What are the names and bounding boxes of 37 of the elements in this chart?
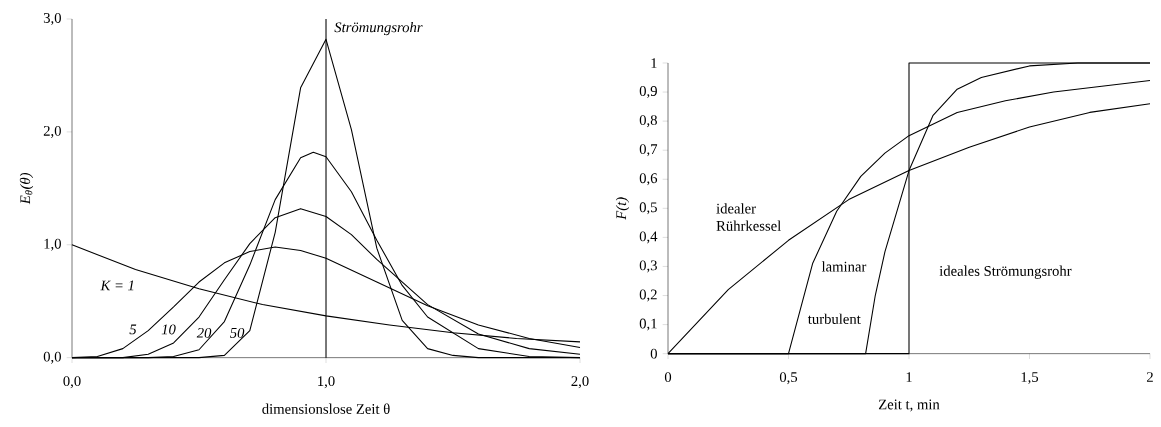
y-tick-label: 0,6 <box>639 173 658 186</box>
y-tick-label: 0,0 <box>43 351 61 364</box>
y-tick-label: 0 <box>650 348 657 359</box>
text: ideales Strömungsrohr <box>939 265 1072 279</box>
series-label: 50 <box>230 327 245 338</box>
y-tick-label: 0,5 <box>639 202 657 215</box>
series-label: laminar <box>821 261 867 272</box>
y-tick-label: 1,0 <box>44 238 61 251</box>
y-tick-label: 0,7 <box>639 144 658 157</box>
x-tick-label: 2 <box>1146 372 1153 382</box>
x-tick-label: 0 <box>664 372 672 383</box>
x-tick-label: 2,0 <box>571 376 589 389</box>
x-tick-label: 0,5 <box>779 372 798 385</box>
y-tick-label: 0,2 <box>639 289 657 302</box>
x-axis-title: Zeit t, min <box>878 399 940 412</box>
x-tick-label: 0,0 <box>63 376 81 389</box>
series-label: 20 <box>196 327 212 338</box>
series-label: idealer Rührkessel <box>716 203 781 231</box>
y-tick-label: 0,8 <box>639 115 657 128</box>
series-label: 5 <box>129 324 137 335</box>
x-axis-title: dimensionslose Zeit θ <box>262 403 390 414</box>
y-tick-label: 3,0 <box>43 13 61 25</box>
y-tick-label: 0,3 <box>639 260 657 273</box>
x-tick-label: 1,0 <box>318 376 335 389</box>
y-axis-title: F(t) <box>615 197 630 220</box>
x-tick-label: 1,5 <box>1021 372 1039 385</box>
series-label: turbulent <box>807 313 861 324</box>
y-axis-title: E$_{θ}$(θ) <box>19 172 34 205</box>
x-tick-label: 1 <box>906 372 912 382</box>
y-tick-label: 1 <box>651 58 657 68</box>
y-tick-label: 0,4 <box>639 231 658 244</box>
ref-line-label: Strömungsrohr <box>334 21 423 36</box>
series-label: K = 1 <box>100 280 134 291</box>
y-tick-label: 0,9 <box>639 86 657 99</box>
y-tick-label: 2,0 <box>43 125 61 138</box>
series-label: 10 <box>161 324 176 335</box>
y-tick-label: 0,1 <box>639 318 657 331</box>
